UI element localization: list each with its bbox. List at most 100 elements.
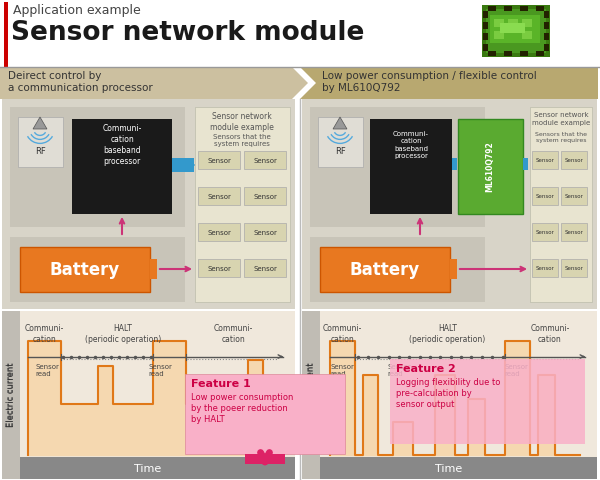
Text: Sensor: Sensor: [565, 266, 583, 271]
Bar: [150, 260, 157, 279]
Text: Sensor: Sensor: [565, 230, 583, 235]
Text: Communi-
cation
baseband
processor: Communi- cation baseband processor: [103, 123, 142, 166]
Text: HALT
(periodic operation): HALT (periodic operation): [85, 324, 161, 343]
Text: RF: RF: [335, 147, 346, 156]
Bar: [390, 359, 585, 444]
Bar: [522, 20, 532, 28]
Text: Sensor
read: Sensor read: [148, 363, 172, 376]
Text: HALT
(periodic operation): HALT (periodic operation): [409, 324, 485, 343]
Bar: [10, 238, 185, 302]
Text: Electric current: Electric current: [7, 362, 16, 426]
Text: ML610Q792: ML610Q792: [485, 141, 494, 192]
Polygon shape: [0, 68, 308, 100]
Text: Sensor: Sensor: [536, 194, 554, 199]
Bar: [172, 159, 194, 173]
Bar: [482, 6, 550, 58]
Text: Sensor
read: Sensor read: [387, 363, 411, 376]
Text: Sensor: Sensor: [207, 229, 231, 236]
Text: Sensor: Sensor: [207, 157, 231, 164]
Bar: [244, 224, 286, 241]
Bar: [536, 7, 544, 12]
Text: Feature 2: Feature 2: [396, 363, 456, 373]
Bar: [500, 24, 525, 34]
Bar: [536, 52, 544, 57]
Polygon shape: [300, 68, 598, 100]
Bar: [244, 260, 286, 277]
Bar: [483, 45, 488, 52]
Text: Sensor: Sensor: [207, 193, 231, 200]
Bar: [450, 260, 457, 279]
Bar: [483, 12, 488, 19]
Bar: [2, 312, 20, 479]
Bar: [198, 260, 240, 277]
Bar: [486, 10, 546, 54]
Bar: [504, 52, 512, 57]
Bar: [18, 118, 63, 168]
Bar: [2, 457, 295, 479]
Polygon shape: [33, 118, 47, 130]
Bar: [532, 224, 558, 241]
Bar: [4, 3, 8, 68]
Text: Logging flexibility due to
pre-calculation by
sensor output: Logging flexibility due to pre-calculati…: [396, 377, 500, 408]
Text: Feature 1: Feature 1: [191, 378, 251, 388]
Bar: [318, 118, 363, 168]
Bar: [185, 374, 345, 454]
Bar: [10, 108, 185, 228]
Text: RF: RF: [35, 147, 46, 156]
Text: Sensors that the
system requires: Sensors that the system requires: [535, 132, 587, 143]
Text: Sensor: Sensor: [253, 229, 277, 236]
Text: Electric current: Electric current: [5, 362, 14, 426]
Text: Sensor: Sensor: [253, 193, 277, 200]
Bar: [302, 312, 320, 479]
Text: Time: Time: [436, 463, 463, 473]
Bar: [244, 188, 286, 205]
Bar: [532, 260, 558, 277]
Bar: [544, 34, 549, 41]
Bar: [544, 45, 549, 52]
Bar: [530, 108, 592, 302]
Bar: [198, 188, 240, 205]
Bar: [561, 224, 587, 241]
Bar: [195, 108, 290, 302]
Text: Electric current: Electric current: [305, 362, 314, 426]
Bar: [544, 23, 549, 30]
Bar: [320, 248, 450, 292]
Text: Sensor: Sensor: [253, 265, 277, 271]
Bar: [302, 312, 597, 479]
Bar: [508, 20, 518, 28]
Bar: [2, 312, 295, 479]
Bar: [561, 152, 587, 169]
Text: Sensor: Sensor: [536, 230, 554, 235]
Text: Sensor
read: Sensor read: [330, 363, 354, 376]
Bar: [2, 100, 295, 309]
Bar: [488, 52, 496, 57]
Text: Sensors that the
system requires: Sensors that the system requires: [213, 134, 271, 147]
Bar: [494, 32, 504, 40]
Text: Communi-
cation
baseband
processor: Communi- cation baseband processor: [393, 131, 429, 159]
Bar: [494, 20, 504, 28]
Text: Sensor: Sensor: [565, 158, 583, 163]
Bar: [523, 159, 528, 171]
Text: Communi-
cation: Communi- cation: [214, 324, 253, 343]
Text: Sensor
read: Sensor read: [505, 363, 529, 376]
Bar: [0, 0, 600, 68]
Bar: [488, 7, 496, 12]
Text: Sensor network
module example: Sensor network module example: [532, 112, 590, 125]
Text: Time: Time: [134, 463, 161, 473]
Bar: [198, 224, 240, 241]
Bar: [244, 152, 286, 169]
Bar: [310, 108, 485, 228]
Bar: [561, 188, 587, 205]
Text: Low power consumption
by the poeer reduction
by HALT: Low power consumption by the poeer reduc…: [191, 392, 293, 423]
Bar: [72, 120, 172, 215]
Text: Deirect control by
a communication processor: Deirect control by a communication proce…: [8, 71, 153, 93]
Bar: [532, 152, 558, 169]
Bar: [544, 12, 549, 19]
Bar: [370, 120, 452, 215]
Bar: [520, 52, 528, 57]
Bar: [483, 34, 488, 41]
Text: Sensor: Sensor: [536, 266, 554, 271]
Text: Sensor: Sensor: [536, 158, 554, 163]
Bar: [522, 32, 532, 40]
Text: Communi-
cation: Communi- cation: [25, 324, 64, 343]
